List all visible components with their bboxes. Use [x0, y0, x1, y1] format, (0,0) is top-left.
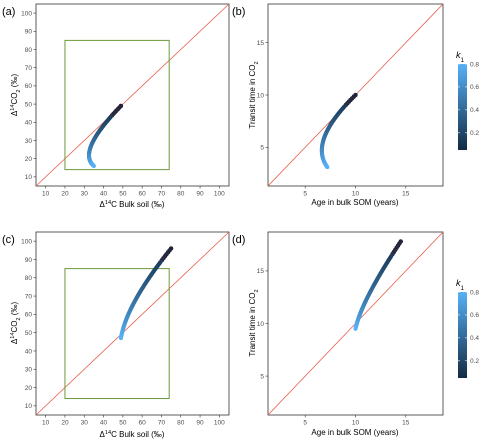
x-tick-label: 10 — [352, 191, 360, 198]
x-tick-label: 10 — [42, 420, 50, 427]
y-tick-label: 90 — [25, 29, 33, 36]
x-tick-label: 70 — [158, 191, 166, 198]
y-tick-label: 15 — [257, 268, 265, 275]
colorbar-legend: k1 0.2 0.4 0.6 0.8 — [456, 278, 479, 378]
panel-d: 5 10 15 5 10 15 (d) Age in bulk SOM (years) Tran… — [232, 231, 444, 437]
panel-label: (c) — [2, 234, 15, 246]
legend-title: k1 — [456, 278, 465, 292]
series-points — [353, 239, 404, 331]
x-tick-label: 60 — [139, 191, 147, 198]
y-tick-label: 20 — [25, 156, 33, 163]
colorbar-tick-label: 0.2 — [470, 358, 479, 365]
x-tick-label: 20 — [61, 191, 69, 198]
colorbar-tick-label: 0.4 — [470, 335, 479, 342]
x-tick-label: 30 — [81, 191, 89, 198]
x-tick-label: 15 — [402, 191, 410, 198]
series-points — [87, 103, 124, 168]
x-tick-label: 100 — [214, 420, 225, 427]
legend-title: k1 — [456, 50, 465, 64]
y-tick-label: 10 — [257, 321, 265, 328]
constraint-box — [64, 39, 170, 171]
y-axis-label: Transit time in CO2 — [248, 61, 260, 128]
y-tick-label: 50 — [25, 101, 33, 108]
y-tick-label: 30 — [25, 367, 33, 374]
x-tick-label: 5 — [303, 420, 307, 427]
y-tick-label: 20 — [25, 385, 33, 392]
series-points — [118, 246, 174, 341]
x-tick-label: 15 — [402, 420, 410, 427]
y-tick-label: 60 — [25, 312, 33, 319]
x-tick-label: 30 — [81, 420, 89, 427]
data-point — [91, 163, 96, 168]
constraint-box — [64, 268, 170, 400]
colorbar-tick-label: 0.6 — [470, 84, 479, 91]
y-tick-label: 100 — [21, 238, 32, 245]
colorbar — [458, 292, 467, 378]
colorbar-legend: k1 0.2 0.4 0.6 0.8 — [456, 50, 479, 150]
y-tick-label: 40 — [25, 120, 33, 127]
x-axis-label: Δ14C Bulk soil (‰) — [100, 200, 165, 209]
y-tick-label: 15 — [257, 40, 265, 47]
y-tick-label: 10 — [25, 174, 33, 181]
colorbar-tick-label: 0.6 — [470, 312, 479, 319]
x-tick-label: 100 — [214, 191, 225, 198]
panel-label: (d) — [232, 234, 245, 246]
y-axis-label: Δ14CO2 (‰) — [10, 74, 22, 117]
panel-b: 5 10 15 5 10 15 (b) Age in bulk SOM (years) Tran… — [232, 3, 444, 207]
x-axis-label: Age in bulk SOM (years) — [311, 428, 398, 437]
panel-label: (a) — [2, 6, 15, 18]
x-axis-label: Δ14C Bulk soil (‰) — [100, 430, 165, 439]
colorbar-tick-label: 0.2 — [470, 130, 479, 137]
series-points — [319, 92, 358, 170]
identity-line — [36, 232, 229, 415]
panel-a: 10 20 30 40 50 60 70 80 90 100 10 20 30 40 50 60 70 80 90 1… — [2, 3, 230, 209]
identity-line — [36, 4, 229, 186]
x-tick-label: 50 — [119, 420, 127, 427]
colorbar-tick-label: 0.8 — [470, 61, 479, 68]
y-tick-label: 10 — [257, 92, 265, 99]
y-axis-label: Δ14CO2 (‰) — [10, 302, 22, 345]
y-tick-label: 50 — [25, 330, 33, 337]
y-tick-label: 80 — [25, 47, 33, 54]
x-tick-label: 40 — [100, 191, 108, 198]
x-tick-label: 70 — [158, 420, 166, 427]
colorbar — [458, 64, 467, 150]
data-point — [353, 326, 358, 331]
x-tick-label: 80 — [177, 191, 185, 198]
x-tick-label: 80 — [177, 420, 185, 427]
colorbar-tick-label: 0.4 — [470, 107, 479, 114]
colorbar-tick-label: 0.8 — [470, 289, 479, 296]
y-tick-label: 70 — [25, 65, 33, 72]
y-tick-label: 10 — [25, 403, 33, 410]
x-tick-label: 10 — [42, 191, 50, 198]
y-axis-label: Transit time in CO2 — [248, 289, 260, 356]
panel-c: 10 20 30 40 50 60 70 80 90 100 10 20 30 40 50 60 70 80 90 1… — [2, 231, 230, 439]
panel-label: (b) — [232, 6, 245, 18]
y-tick-label: 5 — [260, 373, 264, 380]
y-tick-label: 30 — [25, 138, 33, 145]
x-tick-label: 5 — [303, 191, 307, 198]
y-tick-label: 5 — [260, 145, 264, 152]
y-tick-label: 40 — [25, 348, 33, 355]
y-tick-label: 80 — [25, 275, 33, 282]
x-tick-label: 40 — [100, 420, 108, 427]
data-point — [325, 165, 330, 170]
x-tick-label: 90 — [196, 191, 204, 198]
data-point — [118, 336, 123, 341]
y-tick-label: 90 — [25, 257, 33, 264]
x-tick-label: 10 — [352, 420, 360, 427]
y-tick-label: 70 — [25, 293, 33, 300]
x-tick-label: 20 — [61, 420, 69, 427]
x-axis-label: Age in bulk SOM (years) — [311, 198, 398, 207]
y-tick-label: 100 — [21, 10, 32, 17]
x-tick-label: 90 — [196, 420, 204, 427]
x-tick-label: 60 — [139, 420, 147, 427]
y-tick-label: 60 — [25, 83, 33, 90]
x-tick-label: 50 — [119, 191, 127, 198]
